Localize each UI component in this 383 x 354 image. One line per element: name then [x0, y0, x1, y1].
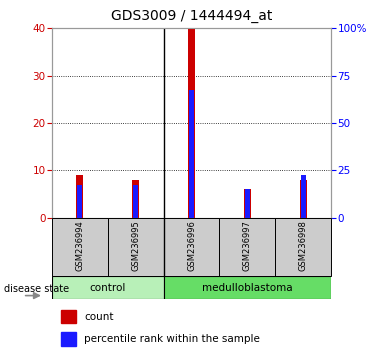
Bar — [245, 189, 250, 218]
Bar — [188, 28, 195, 218]
Text: GSM236994: GSM236994 — [75, 221, 84, 271]
Text: count: count — [84, 312, 114, 321]
Text: GDS3009 / 1444494_at: GDS3009 / 1444494_at — [111, 9, 272, 23]
Bar — [62, 310, 76, 324]
FancyBboxPatch shape — [52, 276, 164, 299]
Bar — [133, 184, 138, 218]
Text: GSM236996: GSM236996 — [187, 220, 196, 271]
FancyBboxPatch shape — [164, 218, 219, 276]
Text: disease state: disease state — [4, 284, 69, 293]
Bar — [77, 184, 82, 218]
FancyBboxPatch shape — [219, 218, 275, 276]
Text: GSM236997: GSM236997 — [243, 220, 252, 271]
Text: percentile rank within the sample: percentile rank within the sample — [84, 334, 260, 344]
FancyBboxPatch shape — [52, 218, 108, 276]
Bar — [132, 180, 139, 218]
Text: medulloblastoma: medulloblastoma — [202, 282, 293, 293]
Bar — [76, 175, 83, 218]
FancyBboxPatch shape — [275, 218, 331, 276]
Bar — [244, 189, 251, 218]
Bar — [300, 180, 307, 218]
Text: GSM236995: GSM236995 — [131, 221, 140, 271]
Text: control: control — [90, 282, 126, 293]
Bar — [301, 175, 306, 218]
FancyBboxPatch shape — [108, 218, 164, 276]
Text: GSM236998: GSM236998 — [299, 220, 308, 271]
Bar — [189, 90, 194, 218]
FancyBboxPatch shape — [164, 276, 331, 299]
Bar — [62, 332, 76, 346]
